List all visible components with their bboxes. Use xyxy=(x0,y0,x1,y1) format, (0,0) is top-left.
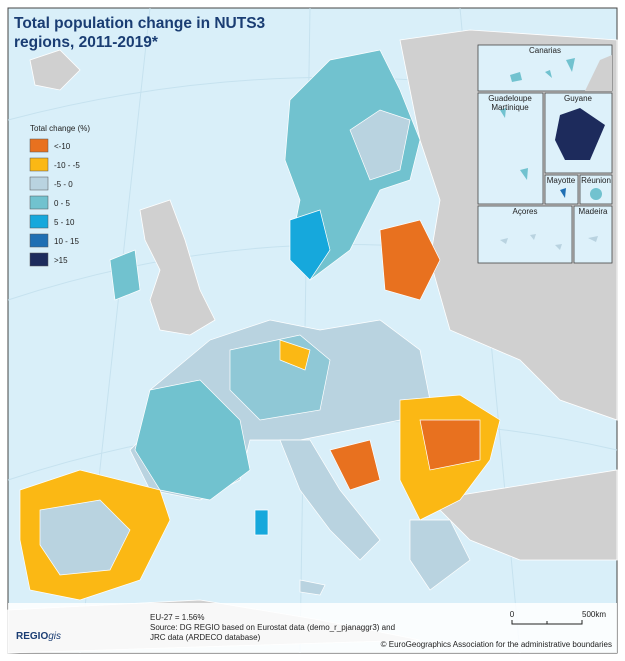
title: Total population change in NUTS3 regions… xyxy=(14,15,266,51)
legend-swatch xyxy=(29,214,49,229)
note: Source: DG REGIO based on Eurostat data … xyxy=(150,623,395,632)
legend-swatch xyxy=(29,233,49,248)
credit: © EuroGeographics Association for the ad… xyxy=(381,640,612,649)
legend-swatch xyxy=(29,252,49,267)
logo: REGIOgis xyxy=(16,631,61,642)
inset-label: Guyane xyxy=(564,94,593,103)
legend-label: <-10 xyxy=(54,142,71,151)
inset-label: Guadeloupe xyxy=(488,94,532,103)
legend-label: >15 xyxy=(54,256,68,265)
legend-title: Total change (%) xyxy=(30,124,90,133)
canarias-land xyxy=(510,58,575,82)
inset-label: Canarias xyxy=(529,46,561,55)
inset-label: Martinique xyxy=(491,103,529,112)
mayotte-land xyxy=(560,188,566,198)
note: EU-27 = 1.56% xyxy=(150,613,204,622)
legend-swatch xyxy=(29,176,49,191)
reunion-land xyxy=(590,188,602,200)
scale-label: 0 xyxy=(510,610,515,619)
legend-label: -5 - 0 xyxy=(54,180,73,189)
eu-land xyxy=(19,49,501,601)
note: JRC data (ARDECO database) xyxy=(150,633,261,642)
inset-land xyxy=(585,55,612,91)
legend-label: 10 - 15 xyxy=(54,237,79,246)
madeira-land xyxy=(588,236,598,242)
legend-swatch xyxy=(29,157,49,172)
legend-swatch xyxy=(29,195,49,210)
legend-swatch xyxy=(29,138,49,153)
inset-label: Açores xyxy=(513,207,538,216)
scale-label: 500km xyxy=(582,610,606,619)
legend-label: -10 - -5 xyxy=(54,161,80,170)
guyane-land xyxy=(555,108,605,160)
inset-label: Réunion xyxy=(581,176,611,185)
legend: <-10 -10 - -5 -5 - 0 0 - 5 5 - 10 10 - 15 >15 xyxy=(29,138,80,267)
inset-label: Madeira xyxy=(579,207,608,216)
footer-bg xyxy=(8,603,617,653)
inset-label: Mayotte xyxy=(547,176,576,185)
antilles-land xyxy=(500,108,528,180)
legend-label: 5 - 10 xyxy=(54,218,75,227)
legend-label: 0 - 5 xyxy=(54,199,71,208)
scale-bar xyxy=(511,620,583,625)
